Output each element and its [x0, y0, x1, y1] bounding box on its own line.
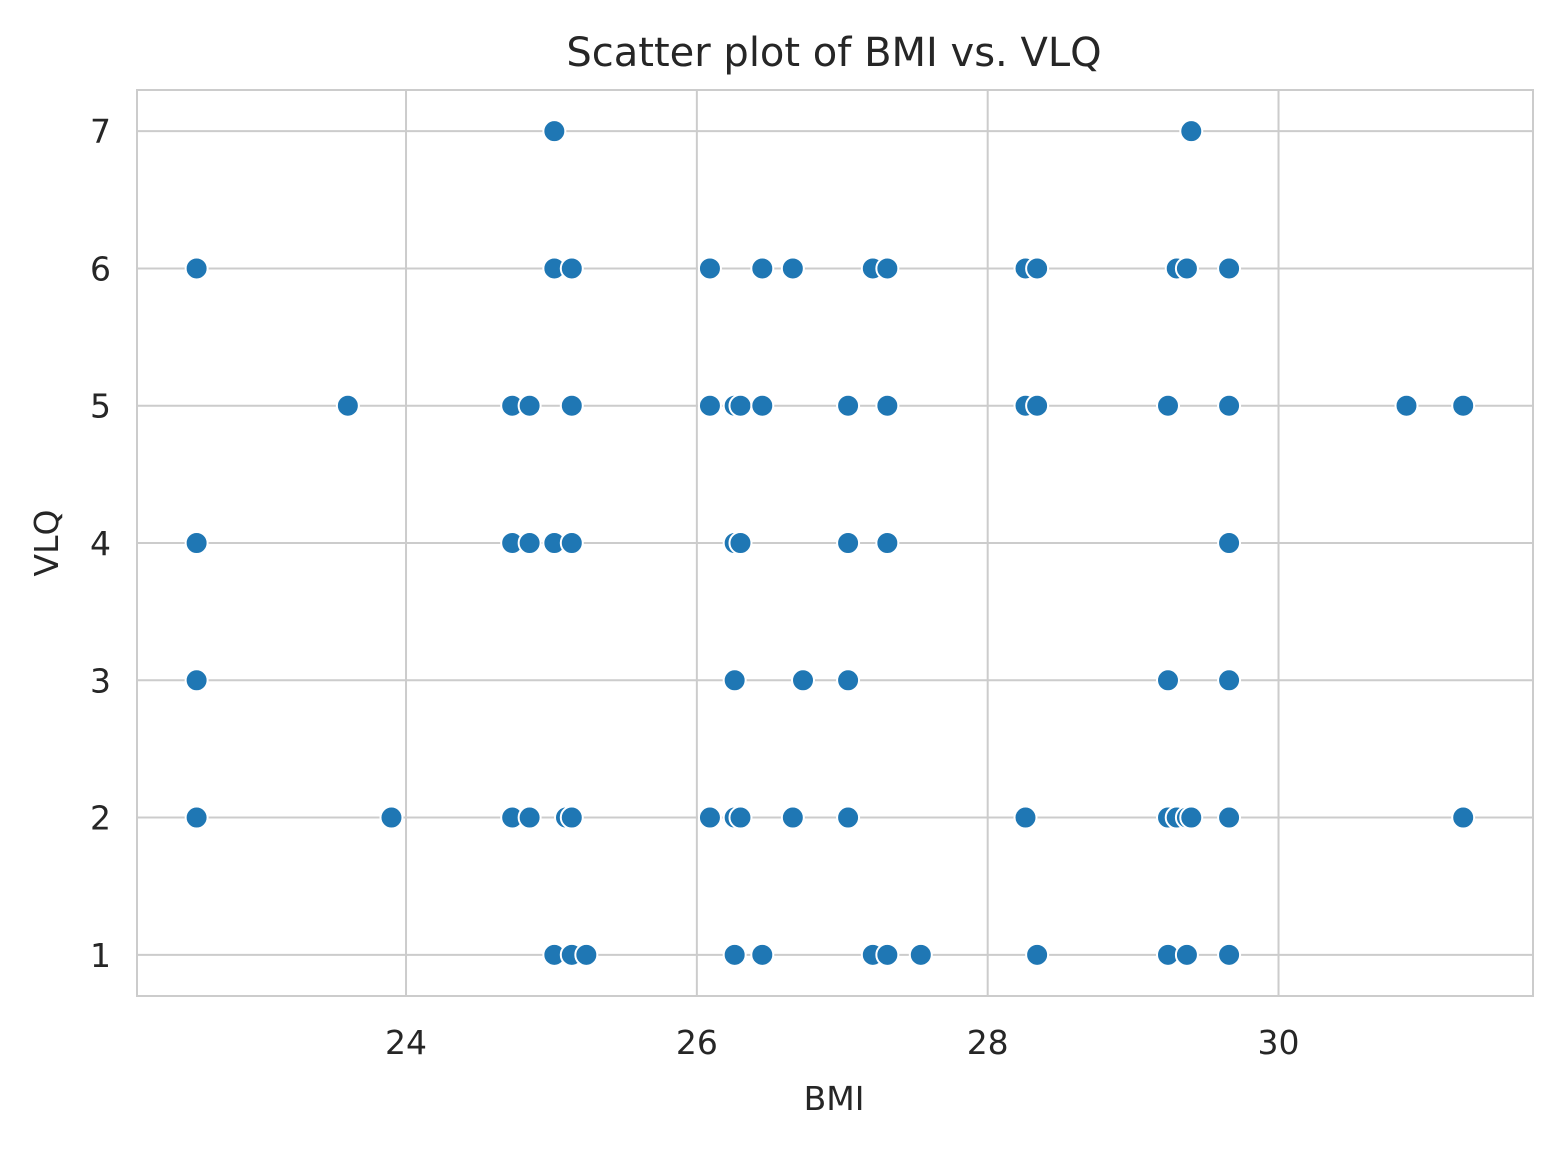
- data-point: [836, 805, 861, 830]
- data-point: [1451, 805, 1476, 830]
- data-point: [1451, 393, 1476, 418]
- x-tick-label: 26: [676, 1023, 718, 1062]
- data-point: [1174, 256, 1199, 281]
- data-point: [1025, 256, 1050, 281]
- data-point: [722, 942, 747, 967]
- data-points: [184, 119, 1476, 967]
- data-point: [1013, 805, 1038, 830]
- data-point: [750, 393, 775, 418]
- data-point: [1156, 668, 1181, 693]
- data-point: [1174, 942, 1199, 967]
- data-point: [780, 256, 805, 281]
- data-point: [1025, 393, 1050, 418]
- x-tick-label: 24: [385, 1023, 427, 1062]
- data-point: [1217, 393, 1242, 418]
- data-point: [750, 256, 775, 281]
- grid-lines: [137, 90, 1533, 996]
- data-point: [184, 668, 209, 693]
- data-point: [875, 531, 900, 555]
- data-point: [1179, 119, 1204, 144]
- data-point: [559, 393, 584, 418]
- data-point: [1156, 393, 1181, 418]
- data-point: [559, 531, 584, 555]
- data-point: [559, 256, 584, 281]
- chart-title: Scatter plot of BMI vs. VLQ: [566, 30, 1101, 76]
- data-point: [1025, 942, 1050, 967]
- data-point: [379, 805, 404, 830]
- data-point: [1179, 805, 1204, 830]
- y-tick-label: 1: [90, 936, 111, 975]
- data-point: [836, 531, 861, 555]
- data-point: [697, 393, 722, 418]
- data-point: [875, 393, 900, 418]
- data-point: [750, 942, 775, 967]
- y-axis-label: VLQ: [27, 510, 66, 577]
- data-point: [335, 393, 360, 418]
- y-tick-label: 7: [90, 112, 111, 151]
- data-point: [184, 531, 209, 555]
- data-point: [697, 805, 722, 830]
- data-point: [791, 668, 816, 693]
- data-point: [1217, 668, 1242, 693]
- y-tick-label: 5: [90, 387, 111, 426]
- data-point: [875, 942, 900, 967]
- data-point: [1217, 256, 1242, 281]
- data-point: [1217, 531, 1242, 555]
- data-point: [728, 393, 753, 418]
- data-point: [517, 393, 542, 418]
- data-point: [722, 668, 747, 693]
- data-point: [517, 531, 542, 555]
- x-tick-label: 28: [967, 1023, 1009, 1062]
- data-point: [1217, 942, 1242, 967]
- data-point: [875, 256, 900, 281]
- data-point: [908, 942, 933, 967]
- y-tick-label: 3: [90, 661, 111, 700]
- y-tick-label: 2: [90, 799, 111, 838]
- data-point: [559, 805, 584, 830]
- data-point: [184, 256, 209, 281]
- data-point: [184, 805, 209, 830]
- data-point: [780, 805, 805, 830]
- tick-labels: 24 26 28 30 1 2 3 4 5 6 7: [90, 112, 1300, 1062]
- data-point: [517, 805, 542, 830]
- data-point: [1394, 393, 1419, 418]
- y-tick-label: 6: [90, 249, 111, 288]
- x-axis-label: BMI: [804, 1079, 865, 1118]
- data-point: [542, 119, 567, 144]
- data-point: [728, 531, 753, 555]
- data-point: [836, 393, 861, 418]
- data-point: [1217, 805, 1242, 830]
- data-point: [697, 256, 722, 281]
- x-tick-label: 30: [1258, 1023, 1300, 1062]
- data-point: [836, 668, 861, 693]
- data-point: [728, 805, 753, 830]
- data-point: [574, 942, 599, 967]
- y-tick-label: 4: [90, 524, 111, 563]
